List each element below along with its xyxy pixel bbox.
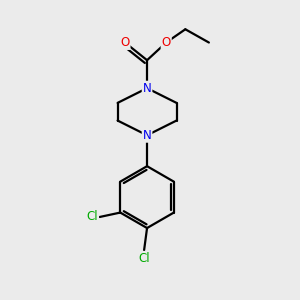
Text: O: O [120,36,130,49]
Text: N: N [143,129,152,142]
Text: N: N [143,82,152,95]
Text: O: O [162,36,171,49]
Text: Cl: Cl [86,211,98,224]
Text: Cl: Cl [138,252,150,265]
